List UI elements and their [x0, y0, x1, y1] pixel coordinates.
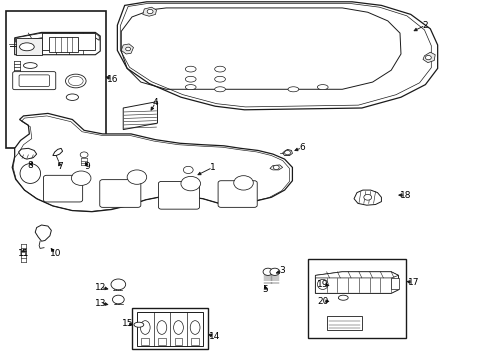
Bar	[49, 37, 78, 52]
Ellipse shape	[23, 63, 37, 68]
Text: 1: 1	[209, 163, 215, 172]
Circle shape	[112, 295, 124, 304]
Text: 2: 2	[422, 21, 427, 30]
Ellipse shape	[66, 94, 78, 100]
Polygon shape	[41, 33, 95, 50]
Polygon shape	[16, 33, 99, 42]
FancyBboxPatch shape	[158, 181, 199, 209]
Text: 14: 14	[208, 332, 220, 341]
Ellipse shape	[65, 74, 86, 88]
Polygon shape	[353, 190, 381, 205]
Text: 7: 7	[57, 162, 63, 171]
Ellipse shape	[214, 66, 225, 72]
Polygon shape	[315, 272, 398, 293]
Ellipse shape	[317, 85, 327, 90]
Polygon shape	[123, 102, 157, 130]
Ellipse shape	[157, 321, 166, 334]
Text: 15: 15	[122, 320, 134, 328]
Circle shape	[269, 268, 279, 275]
Ellipse shape	[214, 87, 225, 92]
FancyBboxPatch shape	[43, 175, 82, 202]
Ellipse shape	[287, 87, 298, 92]
Circle shape	[125, 47, 130, 51]
Text: 17: 17	[407, 278, 418, 287]
Polygon shape	[16, 38, 41, 55]
FancyBboxPatch shape	[100, 180, 141, 207]
Polygon shape	[12, 113, 292, 212]
FancyBboxPatch shape	[19, 75, 49, 86]
Ellipse shape	[190, 321, 200, 334]
Polygon shape	[35, 225, 51, 241]
Circle shape	[233, 176, 253, 190]
Text: 16: 16	[106, 75, 118, 84]
Text: 11: 11	[18, 249, 29, 258]
Bar	[326, 316, 361, 330]
Ellipse shape	[20, 43, 34, 51]
Text: 9: 9	[84, 162, 90, 171]
Ellipse shape	[338, 295, 347, 300]
Bar	[132, 308, 207, 349]
Bar	[137, 312, 203, 346]
Circle shape	[425, 55, 430, 60]
Ellipse shape	[68, 76, 83, 86]
Ellipse shape	[185, 66, 196, 72]
Ellipse shape	[185, 85, 196, 90]
Circle shape	[363, 194, 371, 200]
Polygon shape	[142, 7, 156, 16]
Text: 6: 6	[299, 143, 305, 152]
Bar	[158, 338, 165, 345]
Circle shape	[80, 152, 88, 158]
Bar	[141, 338, 149, 345]
FancyBboxPatch shape	[13, 72, 56, 90]
Polygon shape	[282, 149, 292, 156]
Text: 8: 8	[27, 161, 33, 170]
Text: 13: 13	[94, 299, 106, 307]
Ellipse shape	[140, 321, 150, 334]
Polygon shape	[315, 272, 398, 278]
Circle shape	[263, 268, 272, 275]
Polygon shape	[117, 2, 437, 110]
Circle shape	[183, 166, 193, 174]
Circle shape	[127, 170, 146, 184]
Circle shape	[111, 279, 125, 290]
Text: 12: 12	[94, 283, 106, 292]
Bar	[191, 338, 199, 345]
Ellipse shape	[20, 163, 41, 183]
Text: 19: 19	[316, 280, 328, 289]
Bar	[174, 338, 182, 345]
Text: 4: 4	[152, 98, 158, 107]
Polygon shape	[19, 148, 37, 159]
FancyBboxPatch shape	[218, 181, 257, 207]
Polygon shape	[121, 44, 133, 54]
Circle shape	[147, 9, 153, 14]
Bar	[307, 259, 405, 338]
Circle shape	[273, 165, 279, 170]
Ellipse shape	[134, 322, 143, 327]
Text: 5: 5	[262, 285, 268, 294]
Text: 3: 3	[279, 266, 285, 275]
Polygon shape	[15, 32, 100, 55]
Text: 10: 10	[49, 249, 61, 258]
Text: 18: 18	[399, 191, 411, 199]
Bar	[390, 278, 398, 289]
Ellipse shape	[173, 321, 183, 334]
Circle shape	[71, 171, 91, 185]
Bar	[6, 11, 106, 148]
Circle shape	[181, 176, 200, 191]
Polygon shape	[53, 148, 62, 156]
Text: 20: 20	[316, 297, 328, 306]
Ellipse shape	[317, 279, 327, 289]
Polygon shape	[269, 165, 282, 170]
Ellipse shape	[214, 76, 225, 82]
Circle shape	[284, 150, 290, 155]
Ellipse shape	[185, 76, 196, 82]
Polygon shape	[422, 52, 434, 63]
